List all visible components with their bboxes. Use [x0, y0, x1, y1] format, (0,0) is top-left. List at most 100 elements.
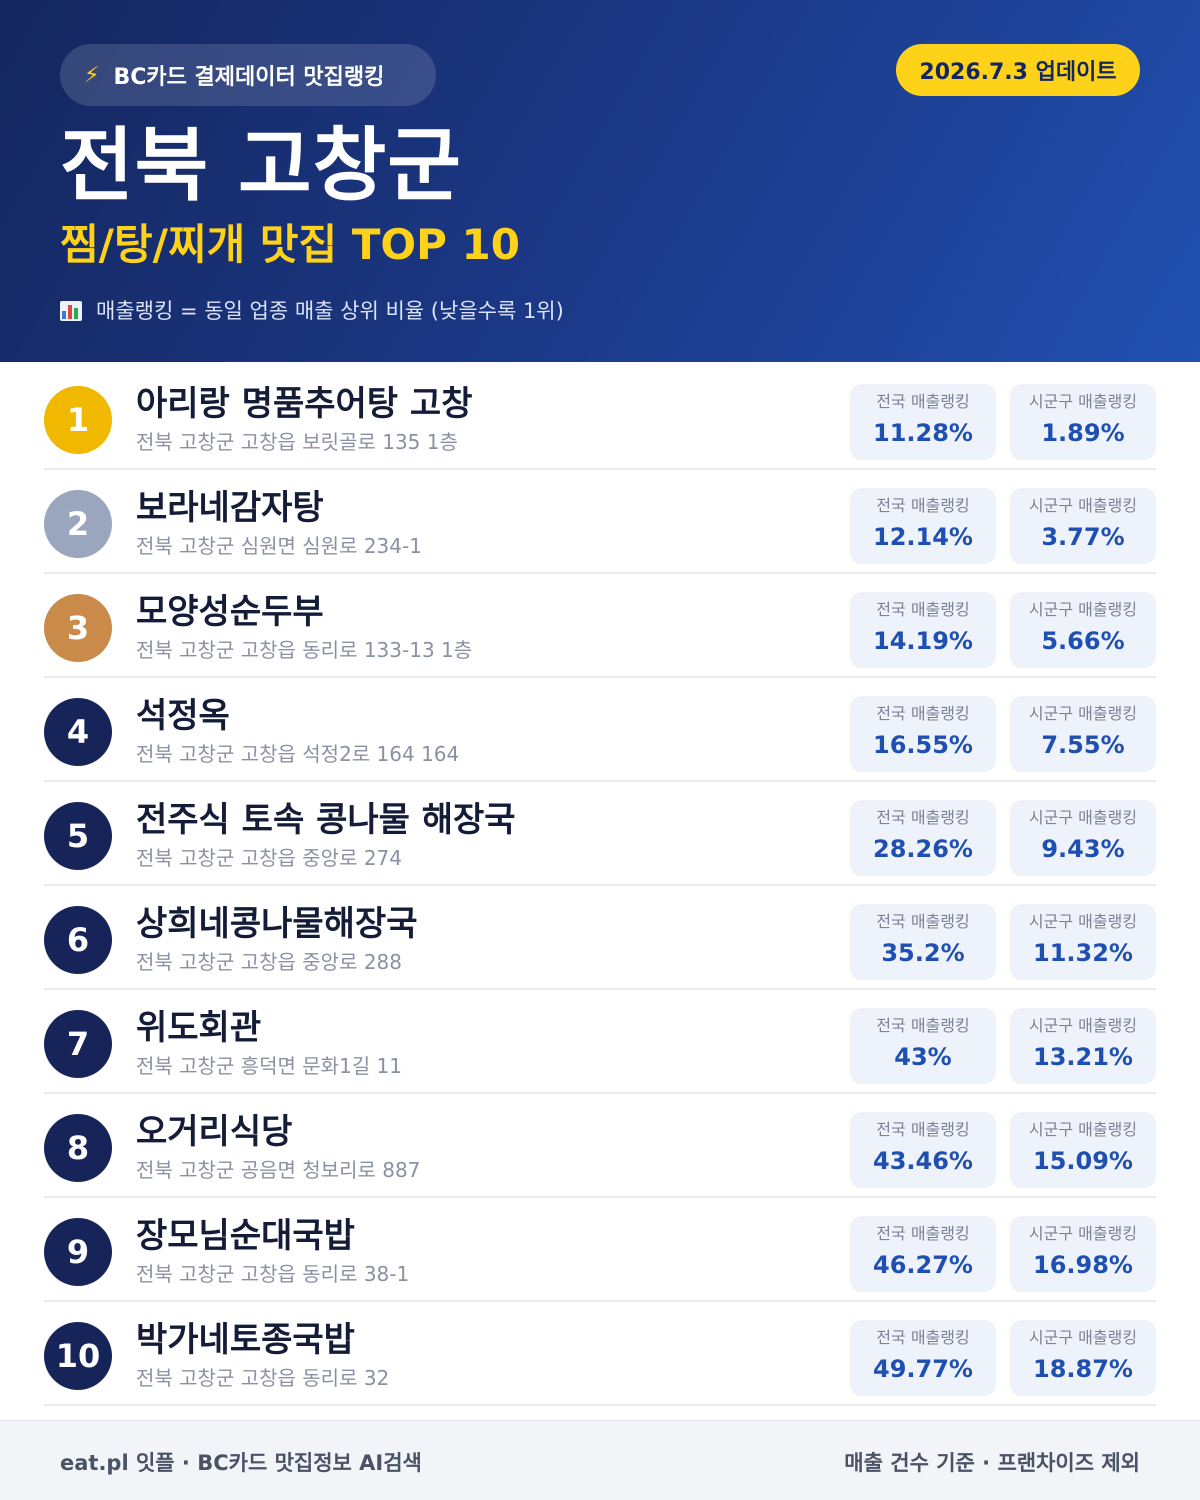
- local-rank-label: 시군구 매출랭킹: [1028, 1224, 1138, 1243]
- national-rank-label: 전국 매출랭킹: [876, 1120, 970, 1139]
- restaurant-name[interactable]: 전주식 토속 콩나물 해장국: [136, 800, 516, 840]
- national-rank-box: 전국 매출랭킹 43%: [850, 1008, 996, 1084]
- restaurant-name[interactable]: 아리랑 명품추어탕 고창: [136, 384, 473, 424]
- restaurant-name[interactable]: 모양성순두부: [136, 592, 324, 632]
- restaurant-list: 1 아리랑 명품추어탕 고창 전북 고창군 고창읍 보릿골로 135 1층 전국 매출…: [44, 366, 1156, 1406]
- national-rank-box: 전국 매출랭킹 12.14%: [850, 488, 996, 564]
- local-rank-label: 시군구 매출랭킹: [1028, 600, 1138, 619]
- restaurant-name[interactable]: 장모님순대국밥: [136, 1216, 355, 1256]
- rank-badge: 2: [44, 490, 112, 558]
- rank-badge: 8: [44, 1114, 112, 1182]
- restaurant-address: 전북 고창군 고창읍 중앙로 288: [136, 950, 403, 974]
- local-rank-box: 시군구 매출랭킹 13.21%: [1010, 1008, 1156, 1084]
- national-rank-value: 28.26%: [873, 835, 973, 863]
- national-rank-label: 전국 매출랭킹: [876, 392, 970, 411]
- national-rank-value: 46.27%: [873, 1251, 973, 1279]
- local-rank-box: 시군구 매출랭킹 11.32%: [1010, 904, 1156, 980]
- national-rank-label: 전국 매출랭킹: [876, 1328, 970, 1347]
- local-rank-box: 시군구 매출랭킹 7.55%: [1010, 696, 1156, 772]
- local-rank-value: 9.43%: [1041, 835, 1125, 863]
- local-rank-label: 시군구 매출랭킹: [1028, 912, 1138, 931]
- local-rank-value: 1.89%: [1041, 419, 1125, 447]
- local-rank-label: 시군구 매출랭킹: [1028, 704, 1138, 723]
- restaurant-name[interactable]: 박가네토종국밥: [136, 1320, 355, 1360]
- national-rank-value: 43.46%: [873, 1147, 973, 1175]
- restaurant-address: 전북 고창군 고창읍 동리로 38-1: [136, 1262, 410, 1286]
- restaurant-row[interactable]: 4 석정옥 전북 고창군 고창읍 석정2로 164 164 전국 매출랭킹 16.55%…: [44, 678, 1156, 782]
- local-rank-box: 시군구 매출랭킹 16.98%: [1010, 1216, 1156, 1292]
- local-rank-value: 11.32%: [1033, 939, 1133, 967]
- rank-badge: 9: [44, 1218, 112, 1286]
- national-rank-box: 전국 매출랭킹 28.26%: [850, 800, 996, 876]
- local-rank-value: 18.87%: [1033, 1355, 1133, 1383]
- national-rank-box: 전국 매출랭킹 49.77%: [850, 1320, 996, 1396]
- national-rank-value: 43%: [894, 1043, 952, 1071]
- rank-badge: 6: [44, 906, 112, 974]
- bar-chart-icon: [60, 301, 82, 321]
- restaurant-name[interactable]: 상희네콩나물해장국: [136, 904, 418, 944]
- national-rank-value: 12.14%: [873, 523, 973, 551]
- local-rank-label: 시군구 매출랭킹: [1028, 1328, 1138, 1347]
- rank-badge: 1: [44, 386, 112, 454]
- restaurant-address: 전북 고창군 고창읍 석정2로 164 164: [136, 742, 460, 766]
- local-rank-value: 15.09%: [1033, 1147, 1133, 1175]
- local-rank-label: 시군구 매출랭킹: [1028, 808, 1138, 827]
- national-rank-value: 11.28%: [873, 419, 973, 447]
- national-rank-label: 전국 매출랭킹: [876, 912, 970, 931]
- rank-badge: 10: [44, 1322, 112, 1390]
- restaurant-address: 전북 고창군 고창읍 보릿골로 135 1층: [136, 430, 458, 454]
- footer-criteria: 매출 건수 기준 · 프랜차이즈 제외: [844, 1451, 1140, 1475]
- national-rank-label: 전국 매출랭킹: [876, 1224, 970, 1243]
- local-rank-value: 16.98%: [1033, 1251, 1133, 1279]
- national-rank-box: 전국 매출랭킹 43.46%: [850, 1112, 996, 1188]
- local-rank-box: 시군구 매출랭킹 9.43%: [1010, 800, 1156, 876]
- rank-badge: 5: [44, 802, 112, 870]
- local-rank-label: 시군구 매출랭킹: [1028, 496, 1138, 515]
- header-banner: ⚡ BC카드 결제데이터 맛집랭킹 2026.7.3 업데이트 전북 고창군 찜…: [0, 0, 1200, 362]
- rank-badge: 7: [44, 1010, 112, 1078]
- lightning-bolt-icon: ⚡: [84, 62, 100, 88]
- local-rank-value: 7.55%: [1041, 731, 1125, 759]
- local-rank-value: 5.66%: [1041, 627, 1125, 655]
- restaurant-address: 전북 고창군 고창읍 중앙로 274: [136, 846, 403, 870]
- restaurant-name[interactable]: 위도회관: [136, 1008, 262, 1048]
- national-rank-box: 전국 매출랭킹 46.27%: [850, 1216, 996, 1292]
- rank-badge: 3: [44, 594, 112, 662]
- restaurant-address: 전북 고창군 흥덕면 문화1길 11: [136, 1054, 403, 1078]
- local-rank-label: 시군구 매출랭킹: [1028, 392, 1138, 411]
- local-rank-box: 시군구 매출랭킹 5.66%: [1010, 592, 1156, 668]
- restaurant-row[interactable]: 3 모양성순두부 전북 고창군 고창읍 동리로 133-13 1층 전국 매출랭킹 14…: [44, 574, 1156, 678]
- local-rank-label: 시군구 매출랭킹: [1028, 1016, 1138, 1035]
- national-rank-box: 전국 매출랭킹 16.55%: [850, 696, 996, 772]
- national-rank-value: 49.77%: [873, 1355, 973, 1383]
- local-rank-value: 3.77%: [1041, 523, 1125, 551]
- restaurant-name[interactable]: 석정옥: [136, 696, 230, 736]
- local-rank-box: 시군구 매출랭킹 15.09%: [1010, 1112, 1156, 1188]
- restaurant-name[interactable]: 오거리식당: [136, 1112, 293, 1152]
- restaurant-row[interactable]: 10 박가네토종국밥 전북 고창군 고창읍 동리로 32 전국 매출랭킹 49.77% 시…: [44, 1302, 1156, 1406]
- local-rank-label: 시군구 매출랭킹: [1028, 1120, 1138, 1139]
- restaurant-name[interactable]: 보라네감자탕: [136, 488, 324, 528]
- restaurant-address: 전북 고창군 고창읍 동리로 133-13 1층: [136, 638, 473, 662]
- national-rank-value: 16.55%: [873, 731, 973, 759]
- restaurant-row[interactable]: 8 오거리식당 전북 고창군 공음면 청보리로 887 전국 매출랭킹 43.46% 시군…: [44, 1094, 1156, 1198]
- footer-source: eat.pl 잇플 · BC카드 맛집정보 AI검색: [60, 1451, 422, 1475]
- local-rank-box: 시군구 매출랭킹 1.89%: [1010, 384, 1156, 460]
- local-rank-box: 시군구 매출랭킹 3.77%: [1010, 488, 1156, 564]
- national-rank-value: 35.2%: [881, 939, 965, 967]
- local-rank-box: 시군구 매출랭킹 18.87%: [1010, 1320, 1156, 1396]
- ranking-note: 매출랭킹 = 동일 업종 매출 상위 비율 (낮을수록 1위): [60, 296, 564, 326]
- national-rank-label: 전국 매출랭킹: [876, 1016, 970, 1035]
- national-rank-box: 전국 매출랭킹 35.2%: [850, 904, 996, 980]
- national-rank-box: 전국 매출랭킹 11.28%: [850, 384, 996, 460]
- restaurant-address: 전북 고창군 심원면 심원로 234-1: [136, 534, 422, 558]
- national-rank-label: 전국 매출랭킹: [876, 496, 970, 515]
- category-subtitle: 찜/탕/찌개 맛집 TOP 10: [60, 220, 520, 269]
- national-rank-label: 전국 매출랭킹: [876, 808, 970, 827]
